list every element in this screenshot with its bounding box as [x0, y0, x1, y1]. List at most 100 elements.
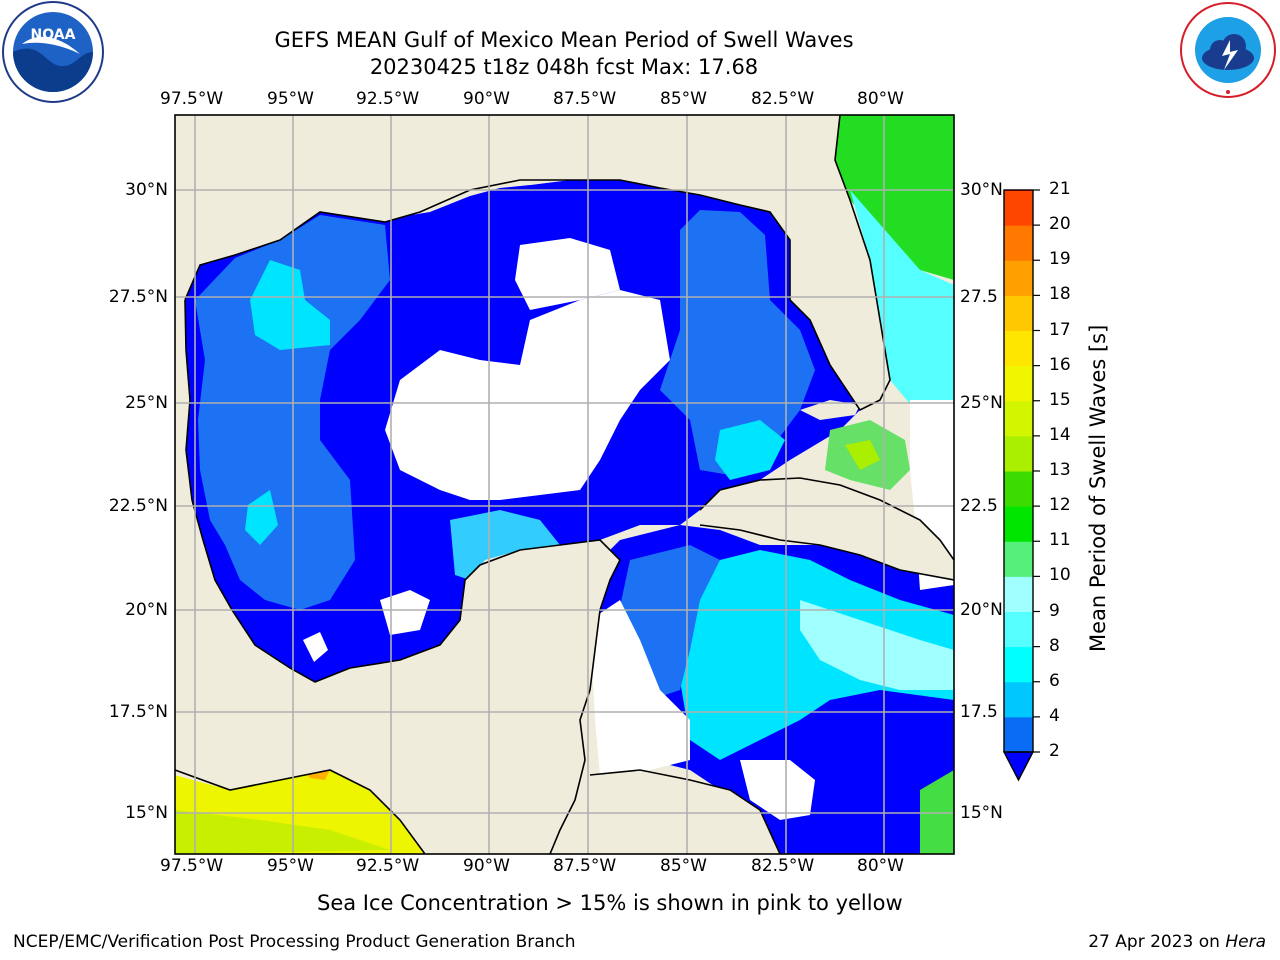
- colorbar-segment: [1004, 716, 1033, 753]
- chart-title: GEFS MEAN Gulf of Mexico Mean Period of …: [274, 28, 854, 52]
- colorbar-tick-label: 13: [1049, 460, 1071, 480]
- lon-label-top: 82.5°W: [751, 89, 815, 109]
- nws-logo: [1176, 0, 1280, 100]
- colorbar-tick-label: 9: [1049, 600, 1060, 621]
- colorbar-segment: [1004, 295, 1033, 331]
- lat-label-left: 17.5°N: [108, 702, 168, 722]
- lat-label-right: 25°N: [960, 393, 1003, 413]
- noaa-logo-text: NOAA: [31, 27, 76, 43]
- lon-label-top: 92.5°W: [356, 89, 420, 109]
- graticule: [175, 115, 954, 854]
- us-gulf-coast-land: [520, 115, 890, 410]
- footer-machine: Hera: [1225, 932, 1266, 952]
- colorbar-extend-min: [1002, 751, 1035, 782]
- coastline-pacific: [175, 769, 426, 854]
- colorbar-segment: [1004, 260, 1033, 296]
- colorbar-label: Mean Period of Swell Waves [s]: [1086, 324, 1110, 652]
- atlantic-green-field: [835, 115, 954, 280]
- colorbar-segment: [1004, 435, 1033, 472]
- lat-label-right: 20°N: [960, 600, 1003, 620]
- colorbar-segment: [1004, 646, 1033, 683]
- lat-label-left: 30°N: [125, 180, 168, 200]
- colorbar-tick-label: 10: [1049, 565, 1071, 586]
- colorbar-tick-label: 15: [1049, 389, 1071, 410]
- lon-label-bottom: 82.5°W: [751, 856, 815, 876]
- footer-date: 27 Apr 2023 on Hera: [1088, 932, 1266, 952]
- gulf-white-center: [385, 290, 670, 500]
- colorbar-segment: [1004, 681, 1033, 718]
- colorbar-tick-label: 14: [1049, 424, 1071, 445]
- colorbar-segment: [1004, 330, 1033, 367]
- lat-label-right: 27.5: [960, 287, 998, 307]
- lat-label-left: 20°N: [125, 600, 168, 620]
- coastline-cuba: [699, 477, 954, 581]
- lon-label-top: 85°W: [660, 89, 707, 109]
- bahamas-yellow-spot: [845, 440, 880, 470]
- gulf-white-bay: [380, 590, 430, 635]
- colorbar-tick-label: 11: [1049, 530, 1071, 551]
- colorbar-segment: [1004, 611, 1033, 648]
- colorbar-tick-label: 4: [1049, 705, 1060, 726]
- gulf-cyan-west: [250, 260, 330, 350]
- colorbar-tick-label: 21: [1049, 179, 1071, 199]
- lon-label-bottom: 80°W: [857, 856, 904, 876]
- noaa-logo-graphic: NOAA: [2, 1, 104, 103]
- gulf-cyan-sw: [245, 490, 278, 545]
- central-america-land: [560, 770, 780, 854]
- colorbar-segment: [1004, 225, 1033, 261]
- caribbean-lightcyan-field: [800, 600, 954, 690]
- colorbar: [1002, 189, 1040, 782]
- colorbar-segment: [1004, 365, 1033, 402]
- gulf-white-nw-blob: [303, 632, 328, 662]
- lon-label-bottom: 95°W: [267, 856, 314, 876]
- lon-label-top: 97.5°W: [160, 89, 224, 109]
- lon-label-bottom: 97.5°W: [160, 856, 224, 876]
- colorbar-tick-label: 8: [1049, 635, 1060, 656]
- florida-keys-land: [800, 400, 860, 420]
- colorbar-segment: [1004, 541, 1033, 577]
- caribbean-green-se: [920, 770, 954, 854]
- lat-label-left: 15°N: [125, 803, 168, 823]
- lat-label-left: 25°N: [125, 393, 168, 413]
- lat-label-right: 22.5: [960, 496, 998, 516]
- colorbar-segment: [1004, 190, 1033, 226]
- chart-subtitle: 20230425 t18z 048h fcst Max: 17.68: [369, 55, 759, 79]
- noaa-logo: NOAA: [0, 0, 106, 104]
- colorbar-segment: [1004, 506, 1033, 542]
- colorbar-tick-label: 6: [1049, 670, 1060, 691]
- lon-label-bottom: 92.5°W: [356, 856, 420, 876]
- lon-label-bottom: 85°W: [660, 856, 707, 876]
- coastline-central-america: [589, 769, 781, 854]
- lon-label-bottom: 90°W: [463, 856, 510, 876]
- caribbean-white-se: [740, 760, 815, 820]
- cuba-land: [700, 478, 954, 580]
- pacific-green-field: [175, 810, 390, 854]
- lat-label-left: 22.5°N: [108, 496, 168, 516]
- nws-logo-graphic: [1180, 2, 1276, 98]
- sea-ice-note: Sea Ice Concentration > 15% is shown in …: [317, 891, 903, 915]
- colorbar-tick-label: 12: [1049, 495, 1071, 516]
- gulf-cyan-east: [715, 420, 785, 480]
- lat-label-right: 17.5: [960, 702, 998, 722]
- colorbar-segment: [1004, 471, 1033, 507]
- gulf-east-swell-field: [660, 210, 815, 475]
- lon-label-top: 80°W: [857, 89, 904, 109]
- lat-label-right: 15°N: [960, 803, 1003, 823]
- colorbar-tick-label: 2: [1049, 741, 1060, 761]
- footer-date-text: 27 Apr 2023 on: [1088, 932, 1226, 952]
- colorbar-segment: [1004, 576, 1033, 612]
- lat-label-right: 30°N: [960, 180, 1003, 200]
- yucatan-land: [400, 540, 620, 854]
- gulf-cyan-yucatan: [450, 510, 560, 580]
- gulf-white-north: [515, 238, 620, 310]
- mexico-land: [175, 115, 520, 790]
- colorbar-tick-label: 19: [1049, 249, 1071, 270]
- caribbean-white-area: [590, 600, 690, 775]
- colorbar-tick-label: 17: [1049, 319, 1071, 340]
- colorbar-tick-label: 20: [1049, 214, 1071, 235]
- footer-credit: NCEP/EMC/Verification Post Processing Pr…: [13, 932, 576, 952]
- map-frame: [174, 114, 955, 855]
- lat-label-left: 27.5°N: [108, 287, 168, 307]
